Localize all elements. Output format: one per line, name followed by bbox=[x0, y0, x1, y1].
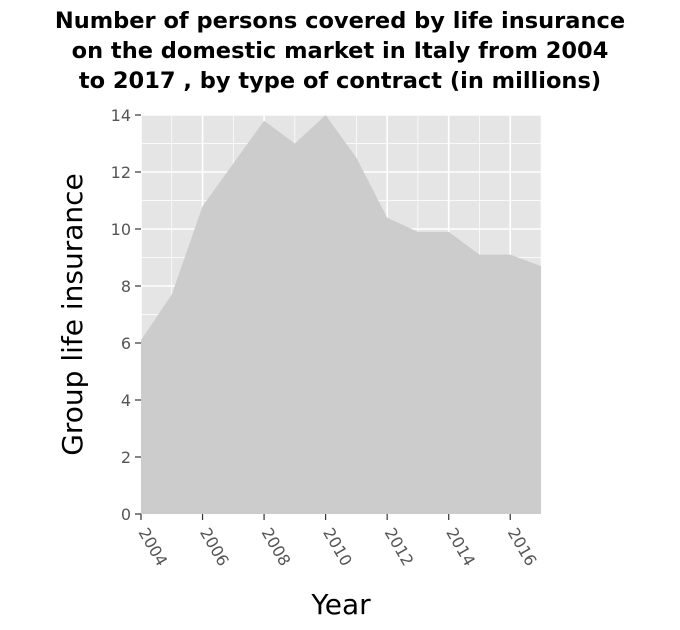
x-axis: 2004 2006 2008 2010 2012 2014 2016 bbox=[135, 514, 541, 569]
chart-title-line-1: Number of persons covered by life insura… bbox=[54, 8, 626, 34]
chart-title-line-3: to 2017 , by type of contract (in millio… bbox=[78, 68, 602, 94]
y-axis-title: Group life insurance bbox=[56, 173, 89, 456]
chart-title-line-2: on the domestic market in Italy from 200… bbox=[71, 38, 609, 64]
y-tick-label: 10 bbox=[111, 220, 131, 239]
y-tick-label: 8 bbox=[121, 277, 131, 296]
y-tick-label: 6 bbox=[121, 334, 131, 353]
area-series bbox=[141, 115, 541, 514]
x-tick-label: 2016 bbox=[504, 525, 541, 570]
y-tick-label: 2 bbox=[121, 448, 131, 467]
x-tick-label: 2008 bbox=[258, 525, 295, 570]
x-tick-label: 2004 bbox=[135, 525, 172, 570]
y-axis: 0 2 4 6 8 10 12 14 bbox=[111, 106, 141, 524]
x-tick-label: 2014 bbox=[442, 525, 479, 570]
chart-title: Number of persons covered by life insura… bbox=[0, 6, 680, 96]
x-tick-label: 2006 bbox=[196, 525, 233, 570]
y-tick-label: 14 bbox=[111, 106, 131, 125]
y-tick-label: 12 bbox=[111, 163, 131, 182]
y-tick-label: 0 bbox=[121, 505, 131, 524]
x-tick-label: 2012 bbox=[381, 525, 418, 570]
x-axis-title: Year bbox=[310, 588, 371, 621]
y-tick-label: 4 bbox=[121, 391, 131, 410]
x-tick-label: 2010 bbox=[319, 525, 356, 570]
